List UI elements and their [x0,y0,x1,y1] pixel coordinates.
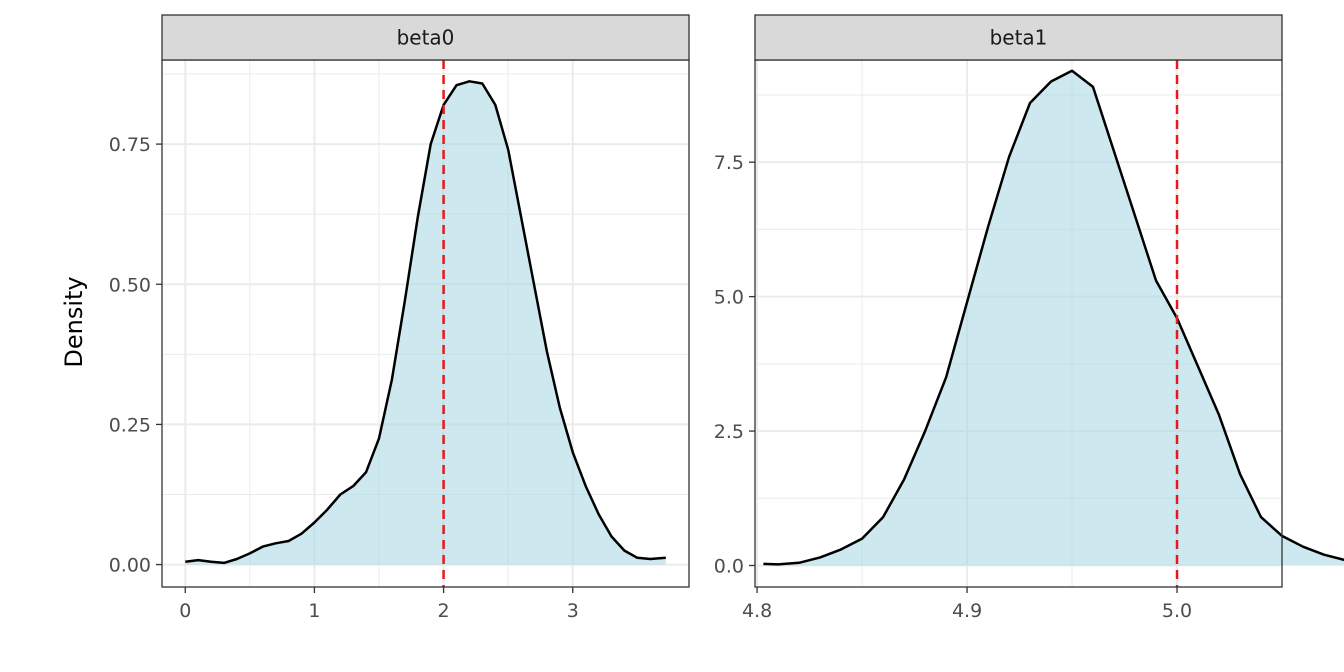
panel-1-strip-background [161,14,690,61]
panel-2-y-tick-label: 5.0 [714,287,744,309]
panel-1-x-tick-label: 2 [438,600,450,622]
panel-2-y-tick-label: 2.5 [714,421,744,443]
panel-1-x-tick-label: 0 [179,600,191,622]
panel-1-x-tick-label: 1 [308,600,320,622]
panel-2-density-line [763,69,1344,566]
panel-1-y-tick-label: 0.50 [109,274,151,296]
panel-2-x-tick-label: 5.0 [1162,600,1192,622]
panel-2-x-tick-label: 4.9 [952,600,982,622]
panel-1-y-tick-label: 0.75 [109,134,151,156]
panel-1-x-tick-label: 3 [567,600,579,622]
panel-2-y-tick-label: 0.0 [714,555,744,577]
panel-1-density-area [185,81,666,565]
panel-2-x-tick-label: 4.8 [742,600,772,622]
panel-2-y-tick-label: 7.5 [714,152,744,174]
panel-1-density-line [185,80,666,565]
panel-2-strip-label: beta1 [990,26,1048,50]
panel-1-y-tick-label: 0.25 [109,414,151,436]
panel-1-strip-label: beta0 [397,26,455,50]
panel-2-density-area [763,70,1344,566]
panel-1-y-tick-label: 0.00 [109,555,151,577]
y-axis-title: Density [60,276,88,367]
panel-2-strip-background [754,14,1283,61]
